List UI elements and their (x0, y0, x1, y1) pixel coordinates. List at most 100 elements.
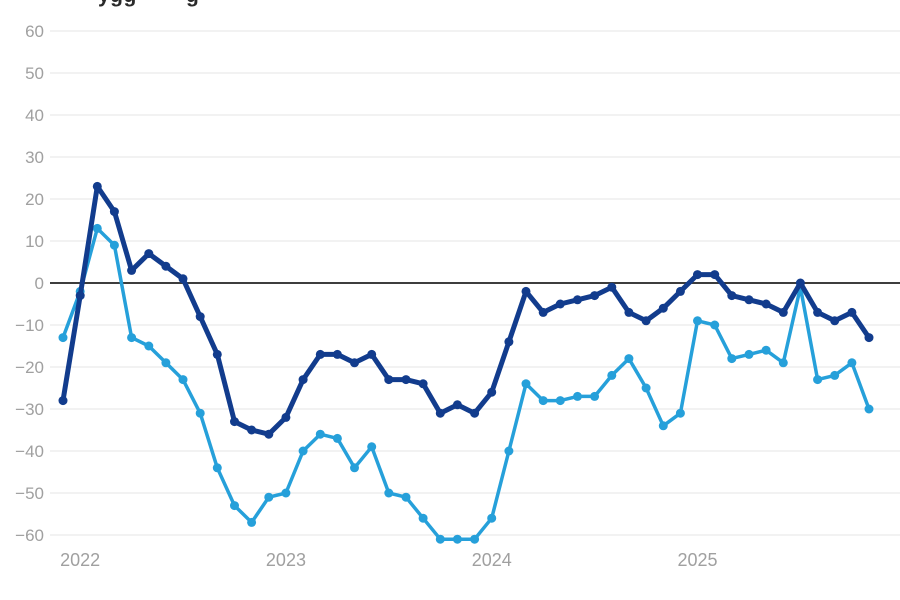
y-axis-tick-label: 20 (25, 190, 44, 209)
light-blue-series-point (230, 501, 239, 511)
dark-blue-series-point (92, 181, 102, 191)
light-blue-series-point (161, 358, 171, 368)
dark-blue-series-point (504, 337, 514, 347)
light-blue-series-point (58, 333, 68, 343)
dark-blue-series-point (813, 307, 823, 317)
x-axis-tick-label: 2024 (472, 550, 512, 570)
dark-blue-series-point (538, 307, 548, 317)
light-blue-series-point (727, 354, 737, 364)
x-axis-tick-label: 2023 (266, 550, 306, 570)
dark-blue-series-point (710, 270, 720, 280)
y-axis-tick-label: −10 (15, 316, 44, 335)
light-blue-series-point (590, 391, 600, 401)
light-blue-series-point (641, 383, 651, 393)
light-blue-series-point (418, 513, 428, 523)
light-blue-series-point (144, 341, 154, 351)
y-axis-tick-label: 30 (25, 148, 44, 167)
dark-blue-series-point (658, 303, 668, 313)
light-blue-series-point (658, 421, 668, 431)
dark-blue-series-point (161, 261, 171, 271)
y-axis-tick-label: 10 (25, 232, 44, 251)
light-blue-series-point (212, 463, 222, 473)
light-blue-series-point (332, 433, 342, 443)
dark-blue-series-point (847, 307, 857, 317)
light-blue-series-point (710, 320, 720, 330)
dark-blue-series-point (109, 207, 119, 217)
light-blue-series-point (350, 463, 359, 473)
dark-blue-series-point (144, 249, 154, 259)
dark-blue-series-point (590, 291, 600, 301)
dark-blue-series-point (178, 274, 188, 284)
dark-blue-series-point (573, 295, 582, 305)
y-axis-tick-label: −50 (15, 484, 44, 503)
y-axis-tick-label: −30 (15, 400, 44, 419)
dark-blue-series-point (58, 396, 68, 406)
dark-blue-series-point (264, 429, 274, 439)
dark-blue-series-point (624, 307, 634, 317)
dark-blue-series-point (195, 312, 205, 322)
dark-blue-series-point (693, 270, 702, 280)
dark-blue-series-point (332, 349, 342, 359)
dark-blue-series-line (60, 183, 872, 437)
light-blue-series-point (367, 442, 377, 452)
light-blue-series-point (470, 534, 480, 544)
light-blue-series-point (864, 404, 874, 414)
dark-blue-series-point (778, 307, 788, 317)
dark-blue-series-point (830, 316, 840, 326)
y-axis-tick-label: −40 (15, 442, 44, 461)
dark-blue-series-point (727, 291, 737, 301)
light-blue-series-point (504, 446, 514, 456)
title-fragment-left: ygg (98, 0, 137, 7)
dark-blue-series-point (418, 379, 428, 389)
dark-blue-series-point (555, 299, 565, 309)
dark-blue-series-point (350, 358, 359, 368)
light-blue-series-point (178, 375, 188, 385)
y-axis-tick-label: 50 (25, 64, 44, 83)
dark-blue-series-point (435, 408, 445, 418)
light-blue-series-point (127, 333, 137, 343)
light-blue-series-point (109, 240, 119, 250)
light-blue-series-point (693, 316, 702, 326)
light-blue-series-point (435, 534, 445, 544)
light-blue-series-point (384, 488, 394, 498)
y-axis-tick-label: −60 (15, 526, 44, 545)
dark-blue-series-point (298, 375, 308, 385)
page-title: ygg g (0, 0, 900, 7)
dark-blue-series-point (212, 349, 222, 359)
dark-blue-series-point (281, 412, 291, 422)
dark-blue-series-point (761, 299, 771, 309)
dark-blue-series-point (315, 349, 325, 359)
dark-blue-series-point (75, 291, 85, 301)
dark-blue-series-point (675, 286, 685, 296)
x-axis-tick-label: 2022 (60, 550, 100, 570)
dark-blue-series-point (487, 387, 497, 397)
dark-blue-series-point (401, 375, 411, 385)
dark-blue-series-point (230, 417, 239, 427)
dark-blue-series-point (127, 265, 137, 275)
light-blue-series-point (298, 446, 308, 456)
light-blue-series-point (281, 488, 291, 498)
dark-blue-series-point (247, 425, 257, 435)
light-blue-series-point (847, 358, 857, 368)
light-blue-series-point (607, 370, 617, 380)
y-axis-tick-label: 0 (35, 274, 44, 293)
title-fragment-right: g (186, 0, 199, 7)
dark-blue-series-point (607, 282, 617, 292)
dark-blue-series-point (744, 295, 754, 305)
light-blue-series-point (195, 408, 205, 418)
light-blue-series-point (247, 517, 257, 527)
light-blue-series-point (487, 513, 497, 523)
dark-blue-series-point (470, 408, 480, 418)
y-axis-tick-label: 60 (25, 22, 44, 41)
dark-blue-series-point (641, 316, 651, 326)
dark-blue-series-point (384, 375, 394, 385)
dark-blue-series-point (452, 400, 462, 410)
dark-blue-series-point (795, 278, 805, 288)
light-blue-series-point (521, 379, 531, 389)
dark-blue-series-point (864, 333, 874, 343)
dark-blue-series-point (367, 349, 377, 359)
y-axis-tick-label: 40 (25, 106, 44, 125)
light-blue-series-point (813, 375, 823, 385)
light-blue-series-point (830, 370, 840, 380)
